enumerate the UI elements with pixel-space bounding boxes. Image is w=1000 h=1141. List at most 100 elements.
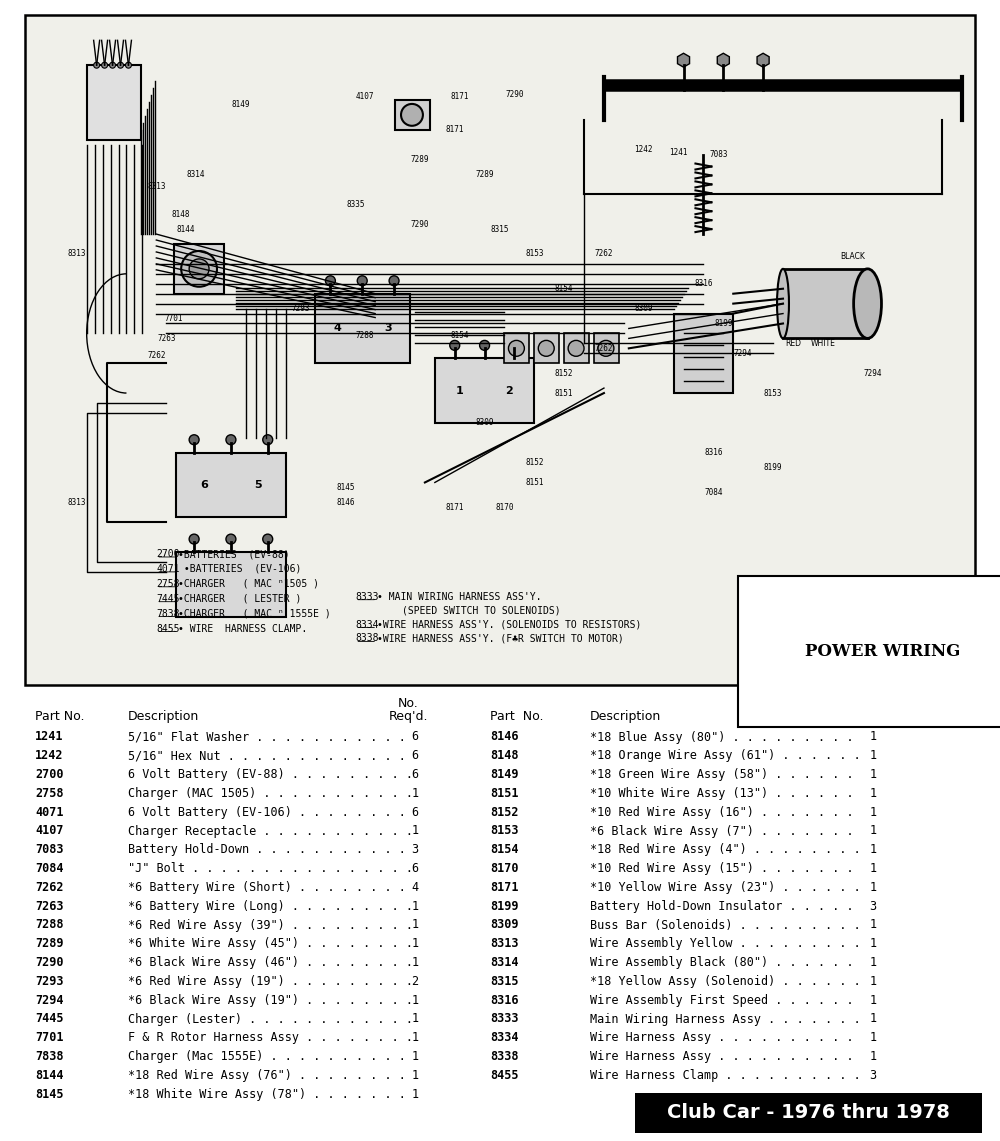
Circle shape xyxy=(118,63,123,68)
Circle shape xyxy=(450,340,460,350)
Text: 7263: 7263 xyxy=(35,900,64,913)
Text: 6: 6 xyxy=(411,730,419,744)
Text: 1: 1 xyxy=(411,900,419,913)
Text: *18 Green Wire Assy (58") . . . . . .: *18 Green Wire Assy (58") . . . . . . xyxy=(590,768,861,782)
Text: 7289: 7289 xyxy=(475,170,494,179)
Text: 1: 1 xyxy=(411,1031,419,1044)
Text: 1: 1 xyxy=(869,881,877,893)
Text: BLACK: BLACK xyxy=(840,252,865,261)
Text: 7263: 7263 xyxy=(157,334,176,343)
Circle shape xyxy=(325,276,335,285)
Text: *6 Black Wire Assy (19") . . . . . . . .: *6 Black Wire Assy (19") . . . . . . . . xyxy=(128,994,420,1006)
Text: 2700: 2700 xyxy=(156,549,180,559)
Text: 7293: 7293 xyxy=(35,974,64,988)
Text: 3: 3 xyxy=(869,900,877,913)
Text: *6 White Wire Assy (45") . . . . . . . .: *6 White Wire Assy (45") . . . . . . . . xyxy=(128,937,420,950)
Text: 8313: 8313 xyxy=(67,497,86,507)
Text: Part  No.: Part No. xyxy=(490,710,544,723)
Text: 8171: 8171 xyxy=(445,126,464,135)
Text: 7084: 7084 xyxy=(704,488,723,496)
Text: Part No.: Part No. xyxy=(35,710,84,723)
Text: 3: 3 xyxy=(869,1069,877,1082)
Text: Charger (Lester) . . . . . . . . . . . .: Charger (Lester) . . . . . . . . . . . . xyxy=(128,1012,420,1026)
Text: 3: 3 xyxy=(384,323,392,333)
Text: No.: No. xyxy=(858,697,878,710)
Circle shape xyxy=(401,104,423,126)
Text: 8151: 8151 xyxy=(490,787,518,800)
Text: *18 Yellow Assy (Solenoid) . . . . . .: *18 Yellow Assy (Solenoid) . . . . . . xyxy=(590,974,868,988)
Text: 7262: 7262 xyxy=(595,250,613,259)
Text: 4107: 4107 xyxy=(356,92,374,102)
Bar xyxy=(25,15,975,685)
Text: 1: 1 xyxy=(456,386,464,396)
Text: 8199: 8199 xyxy=(714,319,733,327)
Text: 7838: 7838 xyxy=(156,608,180,618)
Text: Wire Assembly First Speed . . . . . .: Wire Assembly First Speed . . . . . . xyxy=(590,994,861,1006)
Text: "J" Bolt . . . . . . . . . . . . . . . .: "J" Bolt . . . . . . . . . . . . . . . . xyxy=(128,863,420,875)
Circle shape xyxy=(226,435,236,445)
Text: 4: 4 xyxy=(333,323,341,333)
Text: 5: 5 xyxy=(254,480,262,491)
Text: 8334: 8334 xyxy=(490,1031,518,1044)
Text: 7701: 7701 xyxy=(165,314,183,323)
Text: 1: 1 xyxy=(411,919,419,931)
Bar xyxy=(594,333,619,363)
Text: 8170: 8170 xyxy=(495,503,514,512)
Text: 1: 1 xyxy=(411,1012,419,1026)
Bar xyxy=(315,293,410,363)
Text: *18 Red Wire Assy (76") . . . . . . . .: *18 Red Wire Assy (76") . . . . . . . . xyxy=(128,1069,413,1082)
Text: 1: 1 xyxy=(869,806,877,819)
Circle shape xyxy=(568,340,584,356)
Bar xyxy=(176,453,286,517)
Text: 7701: 7701 xyxy=(35,1031,64,1044)
Text: 1: 1 xyxy=(869,1050,877,1063)
Text: 8171: 8171 xyxy=(490,881,518,893)
Text: WHITE: WHITE xyxy=(810,339,835,348)
Text: 8313: 8313 xyxy=(490,937,518,950)
Text: Charger (MAC 1505) . . . . . . . . . . .: Charger (MAC 1505) . . . . . . . . . . . xyxy=(128,787,420,800)
Text: •BATTERIES  (EV-106): •BATTERIES (EV-106) xyxy=(178,564,302,574)
Text: 8315: 8315 xyxy=(490,225,509,234)
Text: 8149: 8149 xyxy=(232,100,250,110)
Text: 8335: 8335 xyxy=(346,200,365,209)
Text: *10 White Wire Assy (13") . . . . . .: *10 White Wire Assy (13") . . . . . . xyxy=(590,787,861,800)
Polygon shape xyxy=(717,54,729,67)
Circle shape xyxy=(102,63,108,68)
Text: 1: 1 xyxy=(411,937,419,950)
Bar xyxy=(674,314,733,393)
Text: 8149: 8149 xyxy=(490,768,518,782)
Text: 8314: 8314 xyxy=(490,956,518,969)
Text: *10 Yellow Wire Assy (23") . . . . . .: *10 Yellow Wire Assy (23") . . . . . . xyxy=(590,881,868,893)
Ellipse shape xyxy=(854,269,881,339)
Text: 7289: 7289 xyxy=(411,155,429,164)
Text: 7289: 7289 xyxy=(35,937,64,950)
Text: 8144: 8144 xyxy=(177,225,195,234)
Text: 8170: 8170 xyxy=(490,863,518,875)
Text: •CHARGER   ( LESTER ): •CHARGER ( LESTER ) xyxy=(178,593,302,604)
Text: 8146: 8146 xyxy=(490,730,518,744)
Text: *6 Red Wire Assy (39") . . . . . . . . .: *6 Red Wire Assy (39") . . . . . . . . . xyxy=(128,919,420,931)
Polygon shape xyxy=(677,54,690,67)
Text: 8153: 8153 xyxy=(490,825,518,837)
Text: Req'd.: Req'd. xyxy=(388,710,428,723)
Text: Club Car - 1976 thru 1978: Club Car - 1976 thru 1978 xyxy=(667,1103,950,1123)
Text: 1: 1 xyxy=(869,974,877,988)
Text: Battery Hold-Down Insulator . . . . .: Battery Hold-Down Insulator . . . . . xyxy=(590,900,861,913)
Text: 1: 1 xyxy=(411,1087,419,1101)
Text: 7445: 7445 xyxy=(156,593,180,604)
Text: 1: 1 xyxy=(869,730,877,744)
Text: •WIRE HARNESS ASS'Y. (F♣R SWITCH TO MOTOR): •WIRE HARNESS ASS'Y. (F♣R SWITCH TO MOTO… xyxy=(377,633,624,644)
Text: Description: Description xyxy=(128,710,199,723)
Text: Charger Receptacle . . . . . . . . . . .: Charger Receptacle . . . . . . . . . . . xyxy=(128,825,420,837)
Text: 7293: 7293 xyxy=(291,305,310,313)
Text: • MAIN WIRING HARNESS ASS'Y.: • MAIN WIRING HARNESS ASS'Y. xyxy=(377,592,542,601)
Text: 1: 1 xyxy=(869,863,877,875)
Circle shape xyxy=(389,276,399,285)
Text: 7262: 7262 xyxy=(35,881,64,893)
Text: (SPEED SWITCH TO SOLENOIDS): (SPEED SWITCH TO SOLENOIDS) xyxy=(355,606,561,616)
Text: 1: 1 xyxy=(869,768,877,782)
Text: 7083: 7083 xyxy=(35,843,64,856)
Bar xyxy=(395,100,430,130)
Text: 1241: 1241 xyxy=(669,148,688,157)
Text: *6 Red Wire Assy (19") . . . . . . . . .: *6 Red Wire Assy (19") . . . . . . . . . xyxy=(128,974,420,988)
